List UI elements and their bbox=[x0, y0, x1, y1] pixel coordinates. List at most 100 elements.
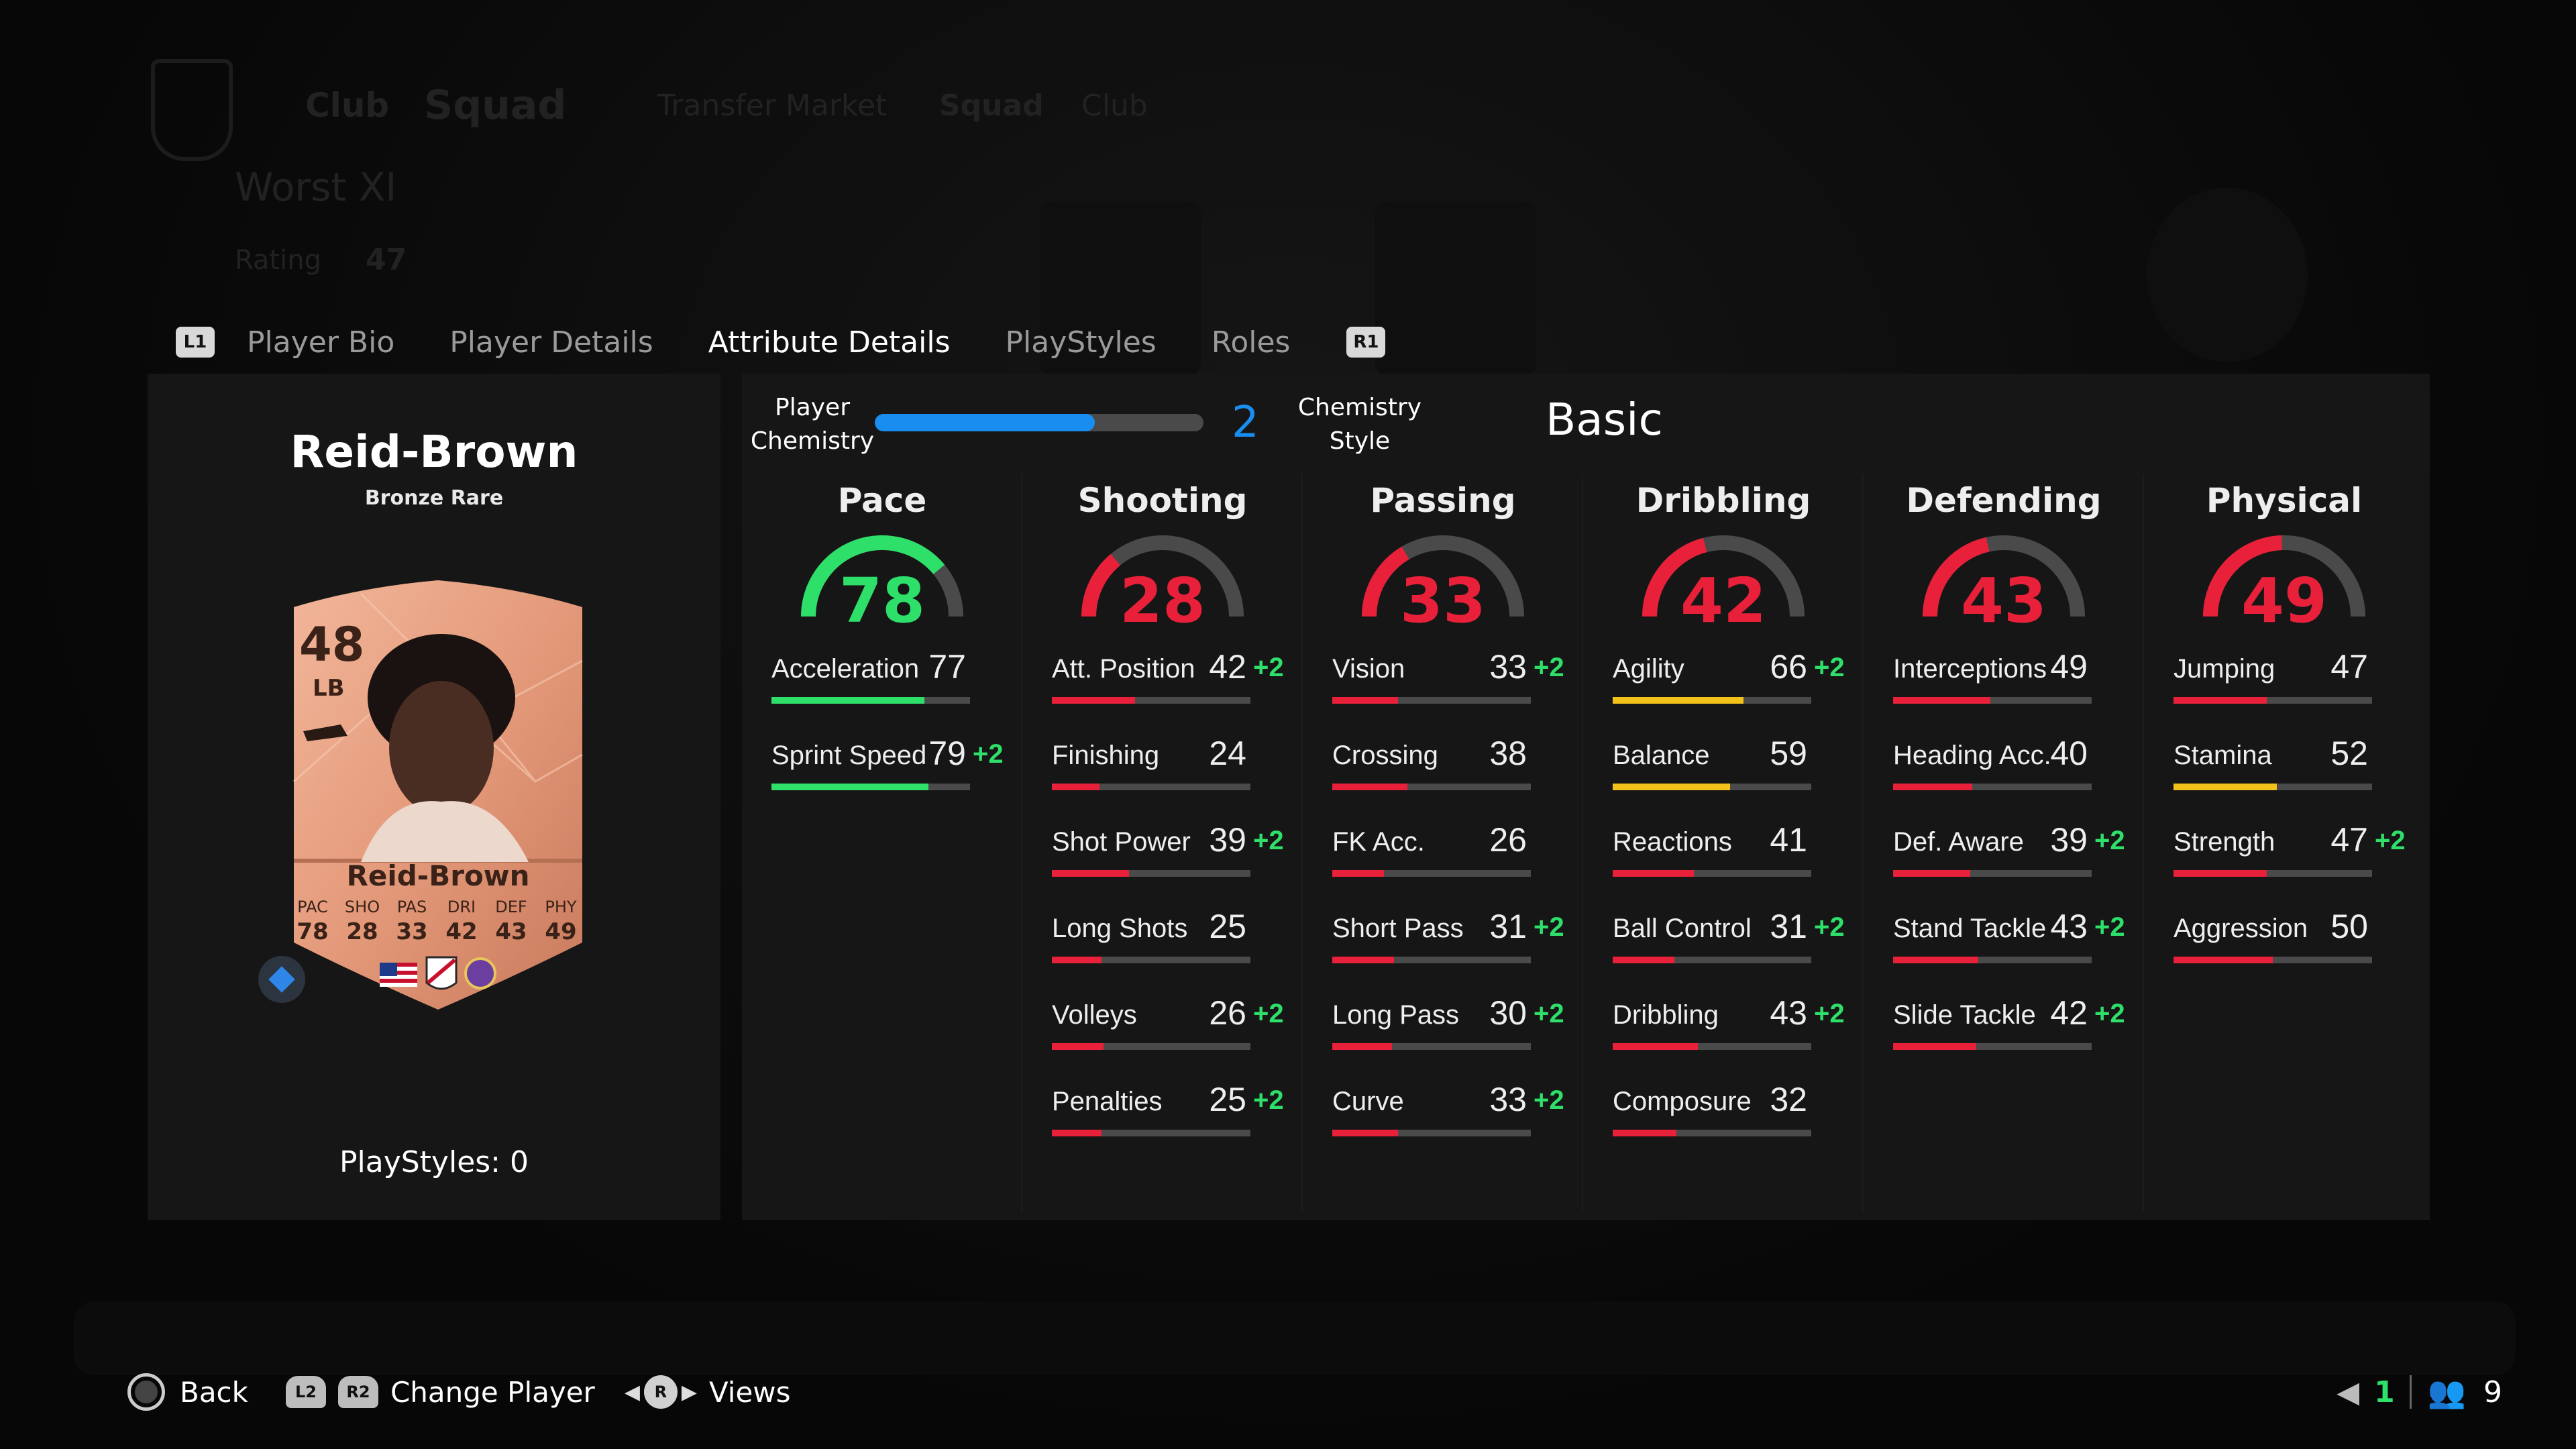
bg-squad-name: Worst XI bbox=[235, 164, 397, 210]
attribute-value: 47 bbox=[2330, 648, 2368, 686]
attribute-row[interactable]: Stand Tackle 43 +2 bbox=[1893, 903, 2148, 970]
attribute-name: Stamina bbox=[2174, 741, 2272, 770]
attribute-bar-fill bbox=[1052, 1130, 1102, 1136]
attribute-name: FK Acc. bbox=[1332, 827, 1425, 857]
attribute-row[interactable]: Stamina 52 bbox=[2174, 730, 2428, 797]
attribute-row[interactable]: Agility 66 +2 bbox=[1613, 643, 1868, 710]
attribute-bar-fill bbox=[1613, 1130, 1676, 1136]
views-label[interactable]: Views bbox=[708, 1375, 791, 1409]
column-divider bbox=[1862, 474, 1864, 1212]
r1-button-icon[interactable]: R1 bbox=[1346, 327, 1386, 358]
attribute-name: Vision bbox=[1332, 654, 1405, 684]
column-divider bbox=[1582, 474, 1583, 1212]
player-face bbox=[389, 681, 494, 815]
chemistry-style-label: Chemistry Style bbox=[1297, 394, 1422, 455]
attribute-bar bbox=[1613, 957, 1811, 963]
attribute-row[interactable]: Aggression 50 bbox=[2174, 903, 2428, 970]
tab-roles[interactable]: Roles bbox=[1211, 325, 1291, 360]
attribute-bonus: +2 bbox=[1534, 1085, 1564, 1115]
bg-bench-strip bbox=[74, 1301, 2516, 1375]
attribute-row[interactable]: Long Pass 30 +2 bbox=[1332, 989, 1587, 1057]
attribute-bar-fill bbox=[1052, 870, 1130, 877]
attribute-bar-fill bbox=[2174, 697, 2267, 704]
attribute-bar bbox=[1613, 870, 1811, 877]
attribute-row[interactable]: Acceleration 77 bbox=[771, 643, 1026, 710]
attribute-row[interactable]: Strength 47 +2 bbox=[2174, 816, 2428, 883]
back-label[interactable]: Back bbox=[180, 1375, 248, 1409]
attribute-bar-fill bbox=[1893, 957, 1979, 963]
attribute-bar bbox=[1893, 784, 2092, 790]
attribute-value: 26 bbox=[1489, 821, 1527, 859]
attribute-row[interactable]: Volleys 26 +2 bbox=[1052, 989, 1307, 1057]
bg-player-slot bbox=[1040, 201, 1201, 376]
attribute-row[interactable]: Reactions 41 bbox=[1613, 816, 1868, 883]
attribute-row[interactable]: Short Pass 31 +2 bbox=[1332, 903, 1587, 970]
attribute-bar-fill bbox=[2174, 784, 2277, 790]
attribute-row[interactable]: Finishing 24 bbox=[1052, 730, 1307, 797]
tab-attribute-details[interactable]: Attribute Details bbox=[708, 325, 951, 360]
attribute-bar-fill bbox=[1332, 1130, 1398, 1136]
category-gauge: 28 bbox=[1081, 535, 1244, 630]
attribute-row[interactable]: Sprint Speed 79 +2 bbox=[771, 730, 1026, 797]
attribute-bar-fill bbox=[1332, 784, 1408, 790]
gauge-fill bbox=[2203, 535, 2283, 617]
attribute-row[interactable]: Interceptions 49 bbox=[1893, 643, 2148, 710]
attribute-value: 39 bbox=[1209, 821, 1246, 859]
attribute-row[interactable]: Shot Power 39 +2 bbox=[1052, 816, 1307, 883]
card-stat-label: PAC bbox=[297, 898, 328, 916]
attribute-row[interactable]: Crossing 38 bbox=[1332, 730, 1587, 797]
attribute-name: Strength bbox=[2174, 827, 2275, 857]
attribute-value: 47 bbox=[2330, 821, 2368, 859]
circle-button-icon[interactable] bbox=[127, 1373, 165, 1411]
attribute-name: Agility bbox=[1613, 654, 1684, 684]
attribute-name: Ball Control bbox=[1613, 914, 1752, 943]
attribute-row[interactable]: Long Shots 25 bbox=[1052, 903, 1307, 970]
column-divider bbox=[2143, 474, 2144, 1212]
attribute-row[interactable]: Penalties 25 +2 bbox=[1052, 1076, 1307, 1143]
r2-button-icon[interactable]: R2 bbox=[337, 1376, 378, 1408]
attribute-name: Finishing bbox=[1052, 741, 1160, 770]
player-card[interactable]: 48 LB Reid-Brown PAC SHO PAS DRI DEF PHY… bbox=[280, 580, 596, 1010]
tab-player-details[interactable]: Player Details bbox=[449, 325, 653, 360]
attribute-row[interactable]: Curve 33 +2 bbox=[1332, 1076, 1587, 1143]
attribute-bonus: +2 bbox=[1534, 999, 1564, 1028]
attribute-value: 26 bbox=[1209, 994, 1246, 1032]
r-stick-icon[interactable]: R bbox=[643, 1375, 678, 1409]
attribute-value: 33 bbox=[1489, 1081, 1527, 1118]
attribute-row[interactable]: Dribbling 43 +2 bbox=[1613, 989, 1868, 1057]
gauge-fill bbox=[1081, 553, 1121, 617]
bg-player-slot bbox=[2147, 188, 2308, 362]
attribute-row[interactable]: FK Acc. 26 bbox=[1332, 816, 1587, 883]
attribute-bar bbox=[2174, 957, 2372, 963]
tab-playstyles[interactable]: PlayStyles bbox=[1005, 325, 1157, 360]
attribute-bar-fill bbox=[1052, 697, 1136, 704]
attribute-row[interactable]: Jumping 47 bbox=[2174, 643, 2428, 710]
attribute-row[interactable]: Slide Tackle 42 +2 bbox=[1893, 989, 2148, 1057]
l1-button-icon[interactable]: L1 bbox=[176, 327, 215, 358]
category-rating: 33 bbox=[1400, 565, 1486, 630]
attribute-row[interactable]: Att. Position 42 +2 bbox=[1052, 643, 1307, 710]
card-stat-label: DEF bbox=[495, 898, 527, 916]
attribute-row[interactable]: Def. Aware 39 +2 bbox=[1893, 816, 2148, 883]
l2-button-icon[interactable]: L2 bbox=[285, 1376, 326, 1408]
change-player-label[interactable]: Change Player bbox=[390, 1375, 595, 1409]
attribute-name: Balance bbox=[1613, 741, 1710, 770]
attribute-row[interactable]: Vision 33 +2 bbox=[1332, 643, 1587, 710]
attribute-bar bbox=[1893, 957, 2092, 963]
chemistry-style-value[interactable]: Basic bbox=[1546, 394, 1663, 445]
attribute-value: 49 bbox=[2050, 648, 2088, 686]
attribute-name: Composure bbox=[1613, 1087, 1752, 1116]
attribute-value: 42 bbox=[1209, 648, 1246, 686]
attribute-bar-fill bbox=[1332, 957, 1394, 963]
attribute-row[interactable]: Heading Acc. 40 bbox=[1893, 730, 2148, 797]
attribute-value: 25 bbox=[1209, 1081, 1246, 1118]
attribute-row[interactable]: Ball Control 31 +2 bbox=[1613, 903, 1868, 970]
player-rarity: Bronze Rare bbox=[364, 486, 504, 510]
attribute-bar-fill bbox=[2174, 957, 2273, 963]
attribute-name: Short Pass bbox=[1332, 914, 1464, 943]
attribute-row[interactable]: Balance 59 bbox=[1613, 730, 1868, 797]
footer-controls: Back L2 R2 Change Player ◀ R ▶ Views bbox=[127, 1368, 791, 1415]
attribute-bar-fill bbox=[1052, 1043, 1104, 1050]
attribute-row[interactable]: Composure 32 bbox=[1613, 1076, 1868, 1143]
tab-player-bio[interactable]: Player Bio bbox=[247, 325, 395, 360]
